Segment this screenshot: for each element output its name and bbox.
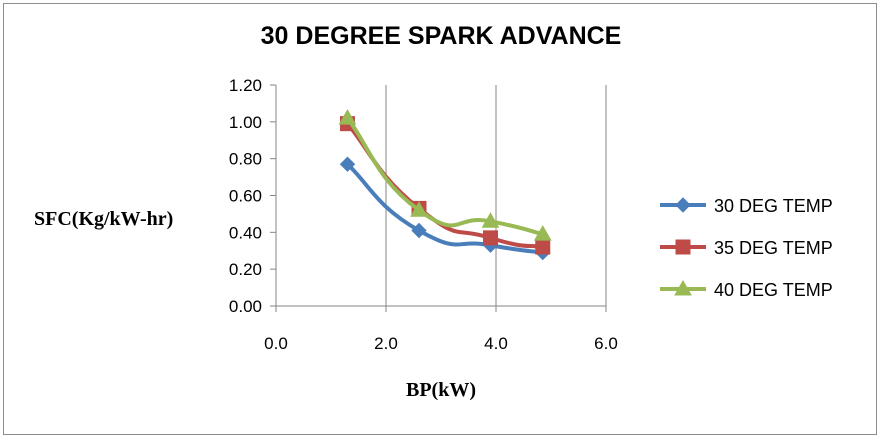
x-tick-label: 4.0: [484, 334, 508, 353]
y-tick-label: 0.20: [229, 260, 262, 279]
y-tick-label: 1.00: [229, 113, 262, 132]
series-line: [346, 162, 544, 255]
legend-label: 30 DEG TEMP: [714, 196, 833, 216]
x-axis-label: BP(kW): [406, 379, 476, 401]
x-tick-label: 2.0: [374, 334, 398, 353]
data-point: [410, 201, 428, 217]
data-point: [483, 230, 498, 246]
y-axis-label: SFC(Kg/kW-hr): [34, 208, 174, 230]
legend-marker: [674, 279, 692, 296]
series-lines: [338, 109, 552, 261]
x-tick-label: 6.0: [594, 334, 618, 353]
data-point: [533, 225, 552, 241]
x-tick-label: 0.0: [264, 334, 288, 353]
data-point: [411, 222, 427, 239]
legend-marker: [675, 197, 691, 213]
series-line: [345, 116, 544, 237]
grid-lines: [385, 85, 607, 306]
y-tick-label: 0.00: [229, 297, 262, 316]
legend: 30 DEG TEMP 35 DEG TEMP 40 DEG TEMP: [660, 196, 833, 300]
data-point: [481, 212, 500, 228]
y-tick-label: 1.20: [229, 76, 262, 95]
data-point: [535, 239, 551, 255]
y-tick-label: 0.80: [229, 150, 262, 169]
chart-title: 30 DEGREE SPARK ADVANCE: [260, 22, 622, 50]
axes: [270, 84, 607, 312]
legend-marker: [675, 239, 691, 255]
y-tick-label: 0.60: [229, 187, 262, 206]
legend-label: 35 DEG TEMP: [714, 238, 833, 258]
series-line: [345, 122, 544, 250]
data-point: [338, 109, 357, 125]
data-point: [339, 156, 356, 172]
tick-labels: 0.00 0.20 0.40 0.60 0.80 1.00 1.20 0.0 2.0 4.0 6.0: [229, 76, 618, 353]
legend-label: 40 DEG TEMP: [714, 280, 833, 300]
chart-frame: [3, 3, 877, 435]
y-tick-label: 0.40: [229, 223, 262, 242]
